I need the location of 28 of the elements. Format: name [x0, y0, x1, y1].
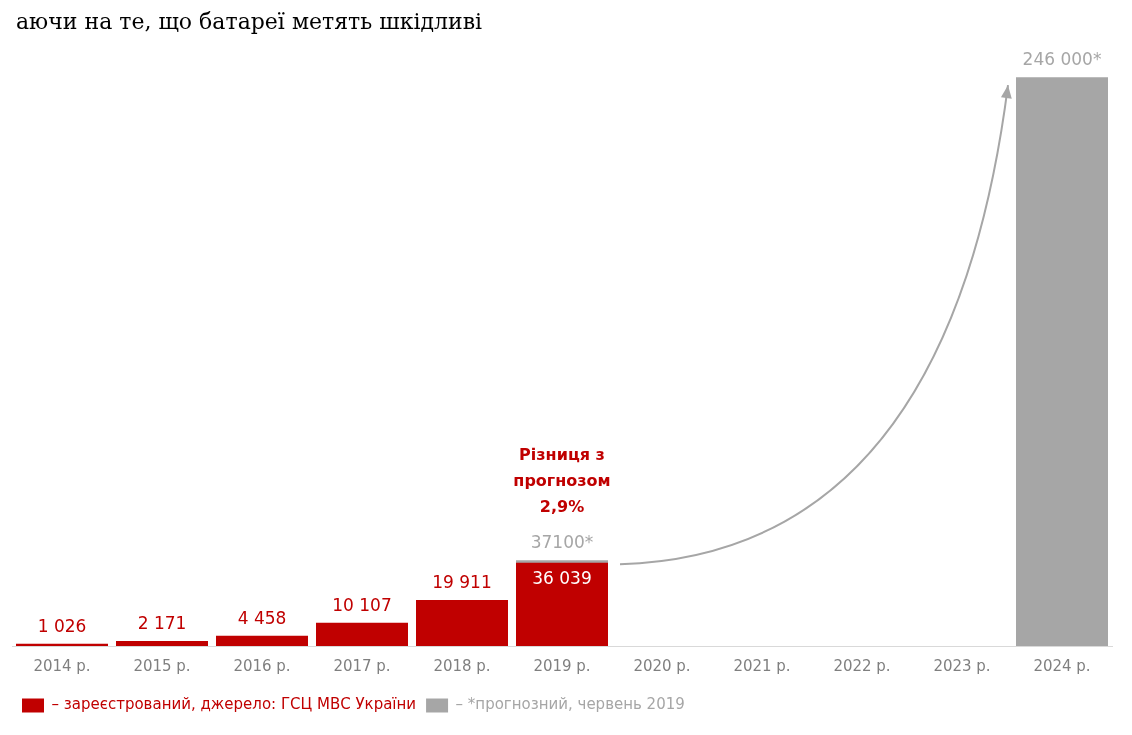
- bar: [316, 622, 408, 646]
- data-label: 246 000*: [1022, 49, 1102, 70]
- x-tick-label: 2023 р.: [933, 656, 991, 675]
- data-label: 2 171: [137, 612, 187, 633]
- data-label: 4 458: [237, 607, 287, 628]
- bar: [216, 635, 308, 646]
- data-label: 1 026: [37, 615, 87, 636]
- legend-label: – зареєстрований, джерело: ГСЦ МВС України: [51, 695, 417, 714]
- bar: [116, 640, 208, 646]
- data-label: 10 107: [332, 594, 392, 615]
- data-label: 19 911: [432, 571, 492, 592]
- data-label: 36 039: [532, 567, 592, 588]
- x-tick-label: 2015 р.: [133, 656, 191, 675]
- x-tick-label: 2022 р.: [833, 656, 891, 675]
- bar: [416, 599, 508, 646]
- x-tick-label: 2020 р.: [633, 656, 691, 675]
- x-tick-label: 2017 р.: [333, 656, 391, 675]
- annotation: Різниця з прогнозом 2,9%: [513, 445, 611, 517]
- text: аючи на те, що батареї метять шкідливі: [16, 8, 483, 34]
- bar: [1016, 77, 1108, 646]
- x-tick-label: 2019 р.: [533, 656, 591, 675]
- x-tick-label: 2024 р.: [1033, 656, 1091, 675]
- x-tick-label: 2021 р.: [733, 656, 791, 675]
- x-tick-label: 2014 р.: [33, 656, 91, 675]
- data-label: 37100*: [530, 532, 594, 553]
- x-tick-label: 2018 р.: [433, 656, 491, 675]
- x-tick-label: 2016 р.: [233, 656, 291, 675]
- legend-label: – *прогнозний, червень 2019: [455, 695, 685, 714]
